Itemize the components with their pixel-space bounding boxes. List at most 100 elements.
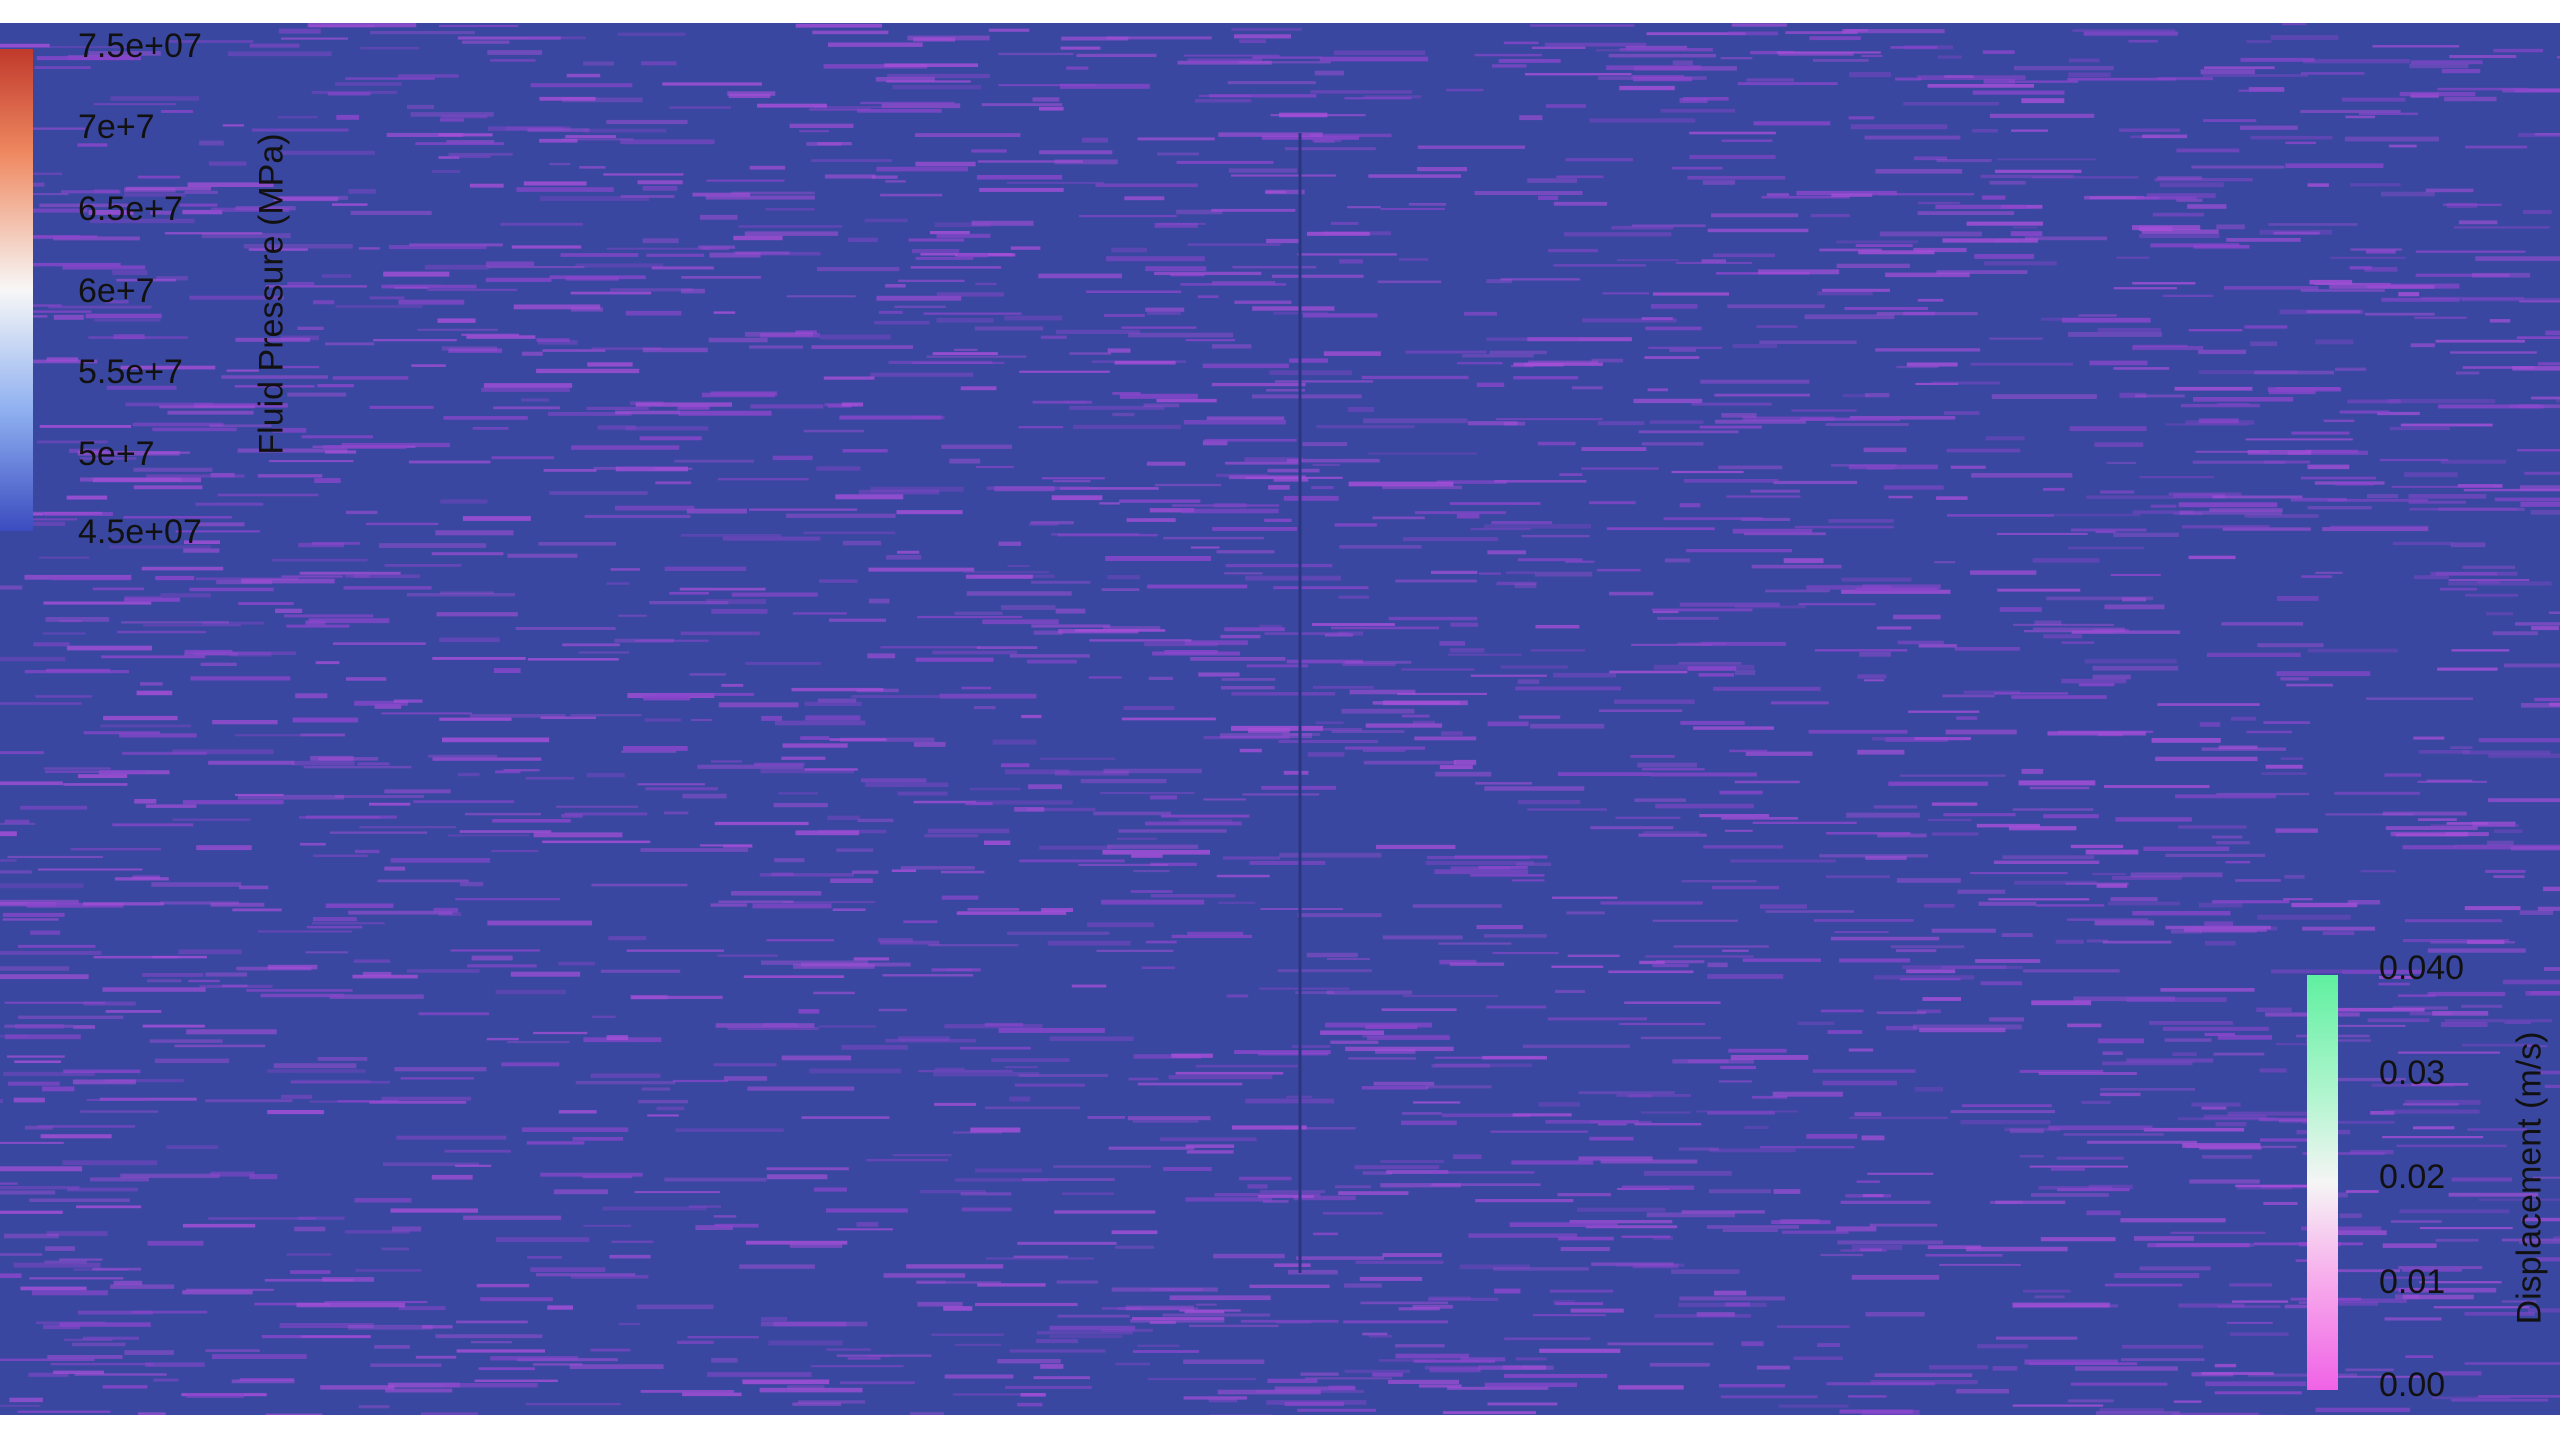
streak <box>1276 1321 1311 1323</box>
streak <box>898 792 948 796</box>
streak <box>1743 958 1821 962</box>
streak <box>1169 1075 1273 1079</box>
streak <box>2441 1022 2488 1027</box>
streak <box>1518 558 1583 561</box>
streak <box>1039 107 1064 111</box>
streak <box>398 74 459 77</box>
streak <box>344 586 432 590</box>
streak <box>147 979 181 982</box>
streak <box>1128 1116 1211 1120</box>
streak <box>1227 995 1249 998</box>
streak <box>2465 594 2518 597</box>
streak <box>2119 129 2180 132</box>
streak <box>1863 1194 1884 1197</box>
streak <box>439 718 511 721</box>
streak <box>2246 438 2353 440</box>
streak <box>1861 55 1882 57</box>
streak <box>2305 450 2358 454</box>
streak <box>2142 135 2187 139</box>
streak <box>1785 31 1857 34</box>
streak <box>1851 124 1948 129</box>
streak <box>719 702 799 707</box>
streak <box>2010 1129 2044 1134</box>
streak <box>78 1311 153 1315</box>
streak <box>1826 423 1909 426</box>
streak <box>122 752 207 755</box>
streak <box>2490 319 2511 322</box>
streak <box>345 1230 410 1233</box>
streak <box>805 715 860 720</box>
streak <box>2301 289 2385 292</box>
streak <box>1127 518 1176 522</box>
streak <box>2229 1283 2272 1286</box>
streak <box>1009 1097 1030 1102</box>
streak <box>2465 1362 2560 1364</box>
streak <box>1360 1277 1422 1281</box>
streak <box>1725 1302 1750 1306</box>
streak <box>2087 1141 2197 1144</box>
streak <box>869 599 890 604</box>
streak <box>398 300 464 305</box>
streak <box>2224 286 2318 290</box>
streak <box>2515 622 2560 625</box>
streak <box>437 612 518 616</box>
streak <box>239 886 268 890</box>
streak <box>1163 537 1264 539</box>
streak <box>1310 90 1412 93</box>
streak <box>492 819 571 823</box>
streak <box>1401 668 1474 670</box>
streak <box>836 848 873 852</box>
streak <box>1417 167 1467 171</box>
streak <box>462 41 510 44</box>
streak <box>1997 589 2080 592</box>
streak <box>142 973 203 977</box>
streak <box>584 1225 632 1227</box>
streak <box>1598 1123 1627 1125</box>
streak <box>610 288 693 291</box>
streak <box>2156 1243 2255 1247</box>
streak <box>1275 380 1373 382</box>
streak <box>51 577 131 581</box>
streak <box>64 1339 112 1341</box>
streak <box>987 486 1089 490</box>
streak <box>1338 596 1369 599</box>
streak <box>852 871 878 874</box>
streak <box>579 166 605 169</box>
streak <box>798 1400 865 1403</box>
streak <box>475 1380 558 1382</box>
streak <box>1856 244 1913 247</box>
streak <box>2405 1355 2433 1358</box>
streak <box>2172 1052 2197 1056</box>
streak <box>370 406 434 409</box>
streak <box>2014 66 2114 70</box>
streak <box>802 1116 890 1119</box>
streak <box>33 642 69 646</box>
streak <box>1402 1112 1442 1115</box>
streak <box>71 848 161 851</box>
streak <box>1799 603 1876 605</box>
streak <box>1690 155 1776 159</box>
streak <box>2192 1372 2234 1376</box>
streak <box>618 615 647 617</box>
streak <box>942 445 1012 449</box>
streak <box>1115 1363 1150 1366</box>
streak <box>1652 609 1753 612</box>
streak <box>627 950 724 952</box>
streak <box>2310 280 2353 285</box>
streak <box>1956 1389 2009 1394</box>
streak <box>702 247 729 251</box>
streak <box>382 1097 472 1101</box>
streak <box>706 196 815 200</box>
streak <box>2254 371 2334 375</box>
streak <box>2383 1243 2437 1248</box>
streak <box>0 702 81 705</box>
streak <box>2438 405 2545 409</box>
streak <box>1692 403 1772 406</box>
streak <box>1639 430 1739 433</box>
streak <box>1653 920 1738 922</box>
streak <box>2152 738 2221 743</box>
streak <box>188 980 219 982</box>
streak <box>664 812 688 815</box>
streak <box>1426 861 1534 865</box>
streak <box>138 176 180 179</box>
